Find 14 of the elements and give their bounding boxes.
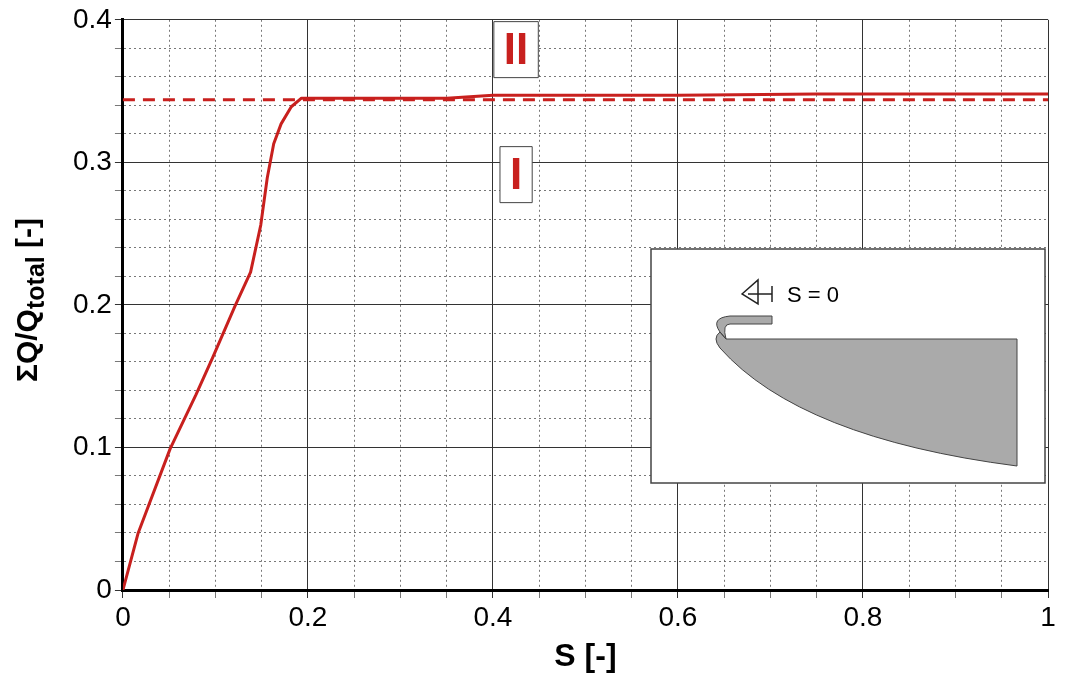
x-tick-label: 0.2 — [288, 600, 328, 632]
annotation: S = 0 — [787, 281, 840, 307]
x-tick-label: 0.4 — [473, 600, 513, 632]
y-tick-label: 0.3 — [72, 145, 112, 177]
y-tick-label: 0.2 — [72, 287, 112, 319]
y-tick-label: 0.1 — [72, 430, 112, 462]
x-tick-label: 0.6 — [658, 600, 698, 632]
y-tick-label: 0.4 — [72, 2, 112, 34]
annotation: I — [509, 148, 523, 198]
x-axis-title: S [-] — [554, 636, 617, 673]
x-tick-label: 1 — [1040, 600, 1056, 632]
annotation: II — [503, 23, 529, 73]
x-tick-label: 0.8 — [843, 600, 883, 632]
y-tick-label: 0 — [96, 572, 112, 604]
